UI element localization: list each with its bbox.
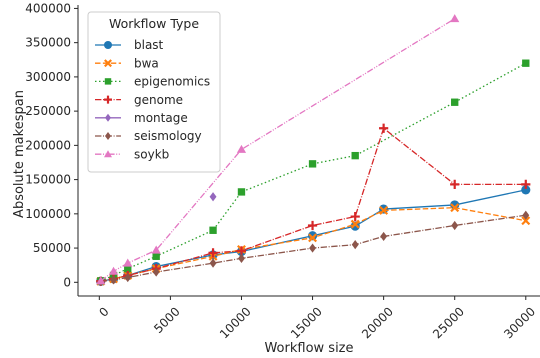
legend-label-bwa: bwa <box>134 56 159 70</box>
legend-entry-epigenomics: epigenomics <box>95 75 210 89</box>
x-tick-label: 5000 <box>151 304 182 335</box>
data-point-seismology <box>110 275 117 285</box>
x-tick-label: 20000 <box>359 304 396 341</box>
data-point-epigenomics <box>522 59 530 67</box>
legend-entry-montage: montage <box>95 111 188 125</box>
data-point-epigenomics <box>308 160 317 168</box>
y-tick-label: 250000 <box>25 104 71 118</box>
series-layer <box>96 14 531 287</box>
series-seismology <box>97 210 530 287</box>
x-tick-label: 30000 <box>501 304 538 341</box>
data-point-seismology <box>309 243 317 253</box>
x-tick-label: 0 <box>96 304 111 319</box>
legend-label-epigenomics: epigenomics <box>134 75 210 89</box>
y-tick-label: 200000 <box>25 138 71 152</box>
axes-layer <box>77 5 540 297</box>
data-point-seismology <box>209 258 217 268</box>
data-point-seismology <box>124 272 132 283</box>
legend-marker-bwa <box>104 59 112 68</box>
legend-marker-seismology <box>105 132 111 140</box>
legend-marker-montage <box>105 113 111 122</box>
y-tick-label: 150000 <box>25 173 71 187</box>
data-point-epigenomics <box>237 188 246 196</box>
legend-label-genome: genome <box>134 93 183 107</box>
data-point-soykb <box>151 245 161 254</box>
data-point-seismology <box>380 231 388 242</box>
legend-entry-bwa: bwa <box>95 56 159 70</box>
x-tick-label: 15000 <box>288 304 325 341</box>
data-point-bwa <box>521 216 531 226</box>
legend-entry-seismology: seismology <box>95 129 202 143</box>
y-tick-label: 400000 <box>25 1 71 15</box>
legend-label-seismology: seismology <box>134 129 202 143</box>
data-point-seismology <box>152 267 160 277</box>
data-point-soykb <box>108 266 119 275</box>
y-tick-label: 300000 <box>25 70 71 84</box>
data-point-epigenomics <box>351 151 359 160</box>
legend-entry-genome: genome <box>95 93 183 107</box>
y-tick-label: 350000 <box>25 36 71 50</box>
data-point-bwa <box>379 205 389 215</box>
data-point-seismology <box>522 210 530 220</box>
data-point-epigenomics <box>124 264 132 273</box>
legend-frame <box>87 11 221 173</box>
data-point-epigenomics <box>451 98 459 106</box>
data-point-seismology <box>351 240 359 250</box>
data-point-genome <box>350 211 360 222</box>
data-point-soykb <box>96 276 106 285</box>
x-tick-label: 10000 <box>217 304 254 341</box>
y-axis-title: Absolute makespan <box>12 90 27 218</box>
x-tick-label: 25000 <box>430 304 467 341</box>
y-tick-label: 0 <box>63 275 71 289</box>
legend-marker-blast <box>104 41 112 49</box>
data-point-montage <box>209 192 217 202</box>
data-point-genome <box>307 220 318 231</box>
legend-label-blast: blast <box>134 38 164 52</box>
x-axis-title: Workflow size <box>264 341 353 356</box>
data-point-soykb <box>450 14 460 23</box>
data-point-genome <box>521 179 531 189</box>
data-point-blast <box>521 185 531 195</box>
data-point-genome <box>379 123 389 133</box>
data-point-genome <box>208 248 218 258</box>
legend-entries: blast bwa epigenomics genome montage seismolo… <box>95 38 210 161</box>
data-point-blast <box>350 221 360 231</box>
data-point-epigenomics <box>152 252 160 260</box>
legend-marker-soykb <box>104 150 112 158</box>
series-soykb <box>96 14 460 285</box>
series-line-genome <box>100 127 526 282</box>
data-point-bwa <box>350 219 360 229</box>
data-point-soykb <box>123 258 133 267</box>
y-tick-label: 100000 <box>25 207 71 221</box>
data-point-soykb <box>236 144 247 153</box>
legend: Workflow Type blast bwa epigenomics genome m… <box>87 11 221 173</box>
data-point-genome <box>450 179 460 189</box>
data-point-bwa <box>308 233 318 243</box>
legend-title: Workflow Type <box>109 16 199 31</box>
legend-entry-blast: blast <box>95 38 164 52</box>
series-montage <box>209 192 217 202</box>
legend-label-montage: montage <box>134 111 188 125</box>
legend-marker-genome <box>104 95 112 104</box>
data-point-bwa <box>450 203 460 213</box>
y-tick-label: 50000 <box>33 241 71 255</box>
legend-label-soykb: soykb <box>134 147 169 161</box>
data-point-epigenomics <box>209 226 217 234</box>
legend-entry-soykb: soykb <box>95 147 169 161</box>
legend-marker-epigenomics <box>104 78 112 85</box>
data-point-seismology <box>238 253 245 263</box>
data-point-blast <box>450 200 460 210</box>
data-point-seismology <box>451 220 459 231</box>
